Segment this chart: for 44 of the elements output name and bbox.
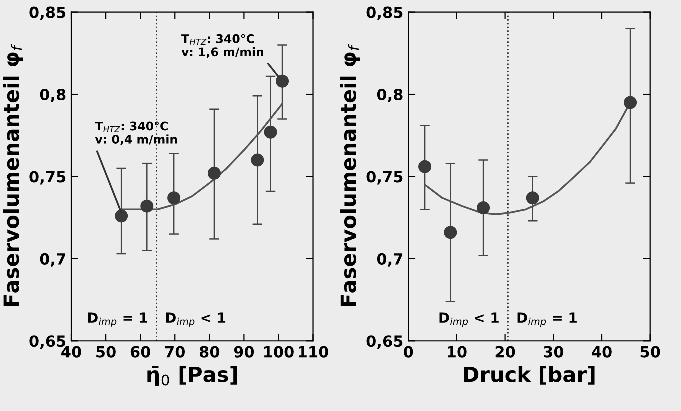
annotation: T$_{HTZ}$: 340°C v: 1,6 m/min (182, 34, 264, 58)
annotation: D$_{imp}$ = 1 (518, 312, 577, 328)
x-tick-label: 30 (544, 346, 564, 358)
point (526, 192, 540, 205)
y-axis-title: Faservolumenanteil φ$_{f}$ (340, 44, 360, 306)
y-tick-label: 0,7 (377, 253, 403, 267)
point (276, 74, 290, 88)
y-tick-label: 0,85 (30, 6, 66, 20)
point (208, 166, 221, 180)
y-tick-label: 0,8 (377, 88, 403, 103)
y-tick-label: 0,85 (366, 6, 403, 20)
y-tick-label: 0,65 (366, 336, 403, 350)
x-tick-label: 90 (234, 346, 254, 358)
y-tick-label: 0,75 (366, 171, 403, 185)
x-tick-label: 20 (496, 346, 516, 358)
x-tick-label: 100 (264, 346, 294, 358)
annotation: D$_{imp}$ < 1 (166, 312, 226, 328)
annotation: T$_{HTZ}$: 340°C v: 0,4 m/min (95, 122, 178, 146)
annotation: D$_{imp}$ = 1 (88, 312, 148, 328)
y-tick-label: 0,75 (30, 171, 66, 185)
x-tick-label: 60 (130, 346, 150, 358)
y-axis-title: Faservolumenanteil φ$_{f}$ (3, 44, 24, 306)
point (115, 210, 128, 223)
x-tick-label: 50 (640, 346, 660, 358)
point (140, 200, 154, 213)
point (264, 126, 278, 139)
x-tick-label: 80 (200, 346, 220, 358)
point (444, 226, 458, 240)
x-tick-label: 50 (96, 346, 116, 358)
x-axis-title: η̄$_{0}$ [Pas] (148, 366, 238, 386)
x-tick-label: 10 (448, 346, 467, 358)
annotation: D$_{imp}$ < 1 (440, 312, 499, 328)
point (624, 96, 638, 110)
x-tick-label: 110 (299, 346, 328, 358)
x-axis-title: Druck [bar] (464, 366, 595, 385)
x-tick-label: 0 (404, 346, 414, 358)
x-tick-label: 40 (592, 346, 612, 358)
point (251, 154, 264, 167)
point (477, 201, 490, 214)
y-tick-label: 0,7 (40, 253, 66, 267)
x-tick-label: 70 (166, 346, 186, 358)
point (418, 160, 432, 174)
y-tick-label: 0,8 (40, 88, 66, 103)
point (168, 192, 181, 205)
